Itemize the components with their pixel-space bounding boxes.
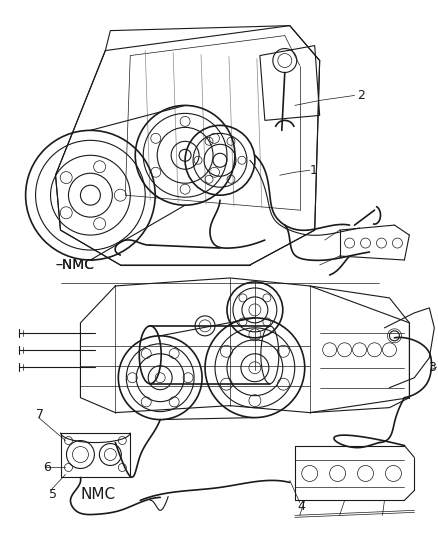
Text: 2: 2 [357,89,365,102]
Text: 1: 1 [310,164,318,177]
Text: 7: 7 [35,408,44,421]
Text: –NMC: –NMC [56,258,95,272]
Text: NMC: NMC [81,487,116,503]
Text: 3: 3 [428,361,436,374]
Text: 6: 6 [43,461,51,474]
Text: 5: 5 [49,488,57,501]
Text: –NMC: –NMC [56,258,95,272]
Text: 4: 4 [298,500,306,513]
